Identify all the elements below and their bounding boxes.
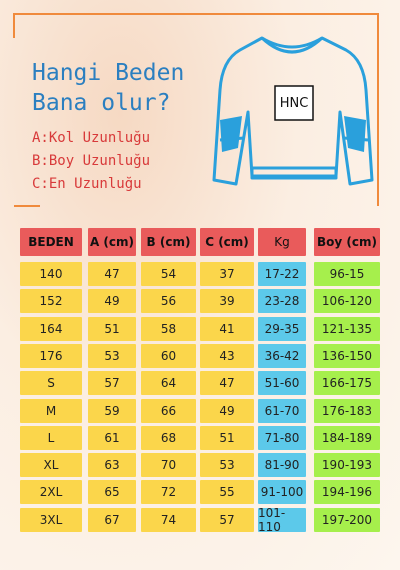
table-cell: 72 <box>141 480 196 505</box>
table-cell: 63 <box>88 453 136 478</box>
title-line: Bana olur? <box>32 90 171 116</box>
table-cell: 152 <box>20 289 82 314</box>
table-cell: 51 <box>88 316 136 341</box>
table-cell: 61 <box>88 425 136 450</box>
table-cell: 49 <box>88 289 136 314</box>
table-cell: 68 <box>141 425 196 450</box>
table-cell: 43 <box>200 343 254 368</box>
table-cell: 65 <box>88 480 136 505</box>
table-cell: 53 <box>200 453 254 478</box>
table-cell: 36-42 <box>258 343 306 368</box>
logo: HNC <box>279 95 309 111</box>
table-cell: 53 <box>88 343 136 368</box>
table-cell: 37 <box>200 262 254 286</box>
table-cell: M <box>20 398 82 423</box>
table-cell: 194-196 <box>314 480 380 505</box>
table-cell: 71-80 <box>258 425 306 450</box>
table-cell: 121-135 <box>314 316 380 341</box>
column-header: Boy (cm) <box>314 228 380 256</box>
table-cell: 61-70 <box>258 398 306 423</box>
column-header: BEDEN <box>20 228 82 256</box>
table-cell: 190-193 <box>314 453 380 478</box>
table-cell: 166-175 <box>314 371 380 396</box>
column-header: C (cm) <box>200 228 254 256</box>
table-cell: 66 <box>141 398 196 423</box>
table-cell: 29-35 <box>258 316 306 341</box>
table-cell: 58 <box>141 316 196 341</box>
table-cell: 60 <box>141 343 196 368</box>
column-header: Kg <box>258 228 306 256</box>
legend-item: A:Kol Uzunluğu <box>32 130 151 146</box>
table-cell: 17-22 <box>258 262 306 286</box>
table-cell: 49 <box>200 398 254 423</box>
table-cell: 39 <box>200 289 254 314</box>
table-cell: 96-15 <box>314 262 380 286</box>
table-cell: 101-110 <box>258 506 306 534</box>
table-cell: 184-189 <box>314 425 380 450</box>
table-cell: 51-60 <box>258 371 306 396</box>
table-cell: 55 <box>200 480 254 505</box>
table-cell: 106-120 <box>314 289 380 314</box>
table-cell: 81-90 <box>258 453 306 478</box>
table-cell: 197-200 <box>314 507 380 532</box>
table-cell: 3XL <box>20 507 82 532</box>
table-cell: 176 <box>20 343 82 368</box>
table-cell: 2XL <box>20 480 82 505</box>
column-header: A (cm) <box>88 228 136 256</box>
frame-art <box>13 13 379 207</box>
table-cell: 47 <box>200 371 254 396</box>
table-cell: 47 <box>88 262 136 286</box>
table-cell: 54 <box>141 262 196 286</box>
table-cell: 74 <box>141 507 196 532</box>
table-cell: XL <box>20 453 82 478</box>
table-cell: 136-150 <box>314 343 380 368</box>
table-cell: 57 <box>88 371 136 396</box>
table-cell: 56 <box>141 289 196 314</box>
legend-item: C:En Uzunluğu <box>32 176 142 192</box>
table-cell: 59 <box>88 398 136 423</box>
table-cell: 164 <box>20 316 82 341</box>
table-cell: 23-28 <box>258 289 306 314</box>
table-cell: 51 <box>200 425 254 450</box>
table-cell: 176-183 <box>314 398 380 423</box>
table-cell: 91-100 <box>258 480 306 505</box>
column-header: B (cm) <box>141 228 196 256</box>
table-cell: S <box>20 371 82 396</box>
title-line: Hangi Beden <box>32 60 185 86</box>
table-cell: 57 <box>200 507 254 532</box>
legend-item: B:Boy Uzunluğu <box>32 153 151 169</box>
table-cell: 67 <box>88 507 136 532</box>
table-cell: L <box>20 425 82 450</box>
table-cell: 70 <box>141 453 196 478</box>
table-cell: 140 <box>20 262 82 286</box>
table-cell: 64 <box>141 371 196 396</box>
table-cell: 41 <box>200 316 254 341</box>
